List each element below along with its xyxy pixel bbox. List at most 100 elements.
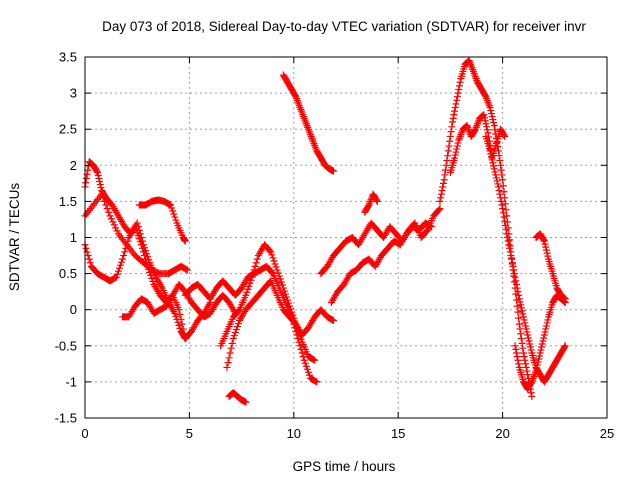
- data-point: [437, 194, 445, 202]
- data-point: [311, 356, 319, 364]
- data-point: [501, 217, 509, 225]
- data-point: [455, 82, 463, 90]
- data-point: [491, 126, 499, 134]
- series-track-16: [482, 132, 569, 386]
- data-point: [249, 270, 257, 278]
- data-point: [481, 117, 489, 125]
- y-tick-label: 0.5: [59, 266, 77, 281]
- data-point: [445, 142, 453, 150]
- data-point: [522, 360, 530, 368]
- data-point: [242, 291, 250, 299]
- data-point: [539, 337, 547, 345]
- data-point: [520, 353, 528, 361]
- data-point: [176, 324, 184, 332]
- data-point: [446, 132, 454, 140]
- data-point: [453, 96, 461, 104]
- y-tick-label: 2: [70, 158, 77, 173]
- data-point: [497, 194, 505, 202]
- marks-layer: [81, 57, 569, 406]
- data-point: [454, 89, 462, 97]
- data-point: [176, 311, 184, 319]
- data-point: [486, 104, 494, 112]
- data-point: [435, 206, 443, 214]
- data-point: [540, 236, 548, 244]
- data-point: [133, 219, 141, 227]
- data-point: [490, 162, 498, 170]
- data-point: [112, 224, 120, 232]
- data-point: [540, 237, 548, 245]
- data-point: [245, 282, 253, 290]
- data-point: [225, 354, 233, 362]
- data-point: [538, 343, 546, 351]
- data-point: [223, 363, 231, 371]
- data-point: [86, 259, 94, 267]
- data-point: [500, 188, 508, 196]
- data-point: [482, 120, 490, 128]
- data-point: [111, 274, 119, 282]
- data-point: [527, 379, 535, 387]
- data-point: [100, 197, 108, 205]
- data-point: [443, 156, 451, 164]
- data-point: [451, 107, 459, 115]
- data-point: [85, 255, 93, 263]
- data-point: [442, 161, 450, 169]
- data-point: [517, 330, 525, 338]
- data-point: [93, 167, 101, 175]
- x-tick-label: 15: [391, 426, 405, 441]
- data-point: [268, 268, 276, 276]
- data-point: [456, 78, 464, 86]
- data-point: [328, 316, 336, 324]
- data-point: [498, 201, 506, 209]
- data-point: [296, 342, 304, 350]
- data-point: [513, 284, 521, 292]
- data-point: [512, 345, 520, 353]
- data-point: [489, 116, 497, 124]
- data-point: [499, 182, 507, 190]
- data-point: [499, 209, 507, 217]
- data-point: [301, 359, 309, 367]
- data-point: [512, 277, 520, 285]
- data-point: [514, 288, 522, 296]
- data-point: [448, 123, 456, 131]
- data-point: [364, 202, 372, 210]
- data-point: [107, 215, 115, 223]
- data-point: [533, 361, 541, 369]
- data-point: [451, 154, 459, 162]
- data-point: [273, 266, 281, 274]
- data-point: [543, 319, 551, 327]
- data-point: [252, 259, 260, 267]
- series-track-4: [135, 196, 189, 245]
- data-point: [139, 248, 147, 256]
- data-point: [561, 343, 569, 351]
- data-point: [94, 172, 102, 180]
- data-point: [524, 371, 532, 379]
- data-point: [494, 180, 502, 188]
- data-point: [231, 329, 239, 337]
- data-point: [481, 92, 489, 100]
- data-point: [540, 334, 548, 342]
- data-point: [149, 277, 157, 285]
- data-point: [517, 301, 525, 309]
- data-point: [542, 322, 550, 330]
- data-point: [519, 344, 527, 352]
- data-point: [502, 226, 510, 234]
- data-point: [82, 175, 90, 183]
- y-tick-label: -1.5: [55, 411, 77, 426]
- data-point: [172, 312, 180, 320]
- data-point: [133, 229, 141, 237]
- data-point: [285, 299, 293, 307]
- series-track-13: [361, 190, 381, 216]
- data-point: [526, 340, 534, 348]
- data-point: [516, 325, 524, 333]
- data-point: [487, 107, 495, 115]
- data-point: [521, 319, 529, 327]
- data-point: [447, 128, 455, 136]
- data-point: [542, 325, 550, 333]
- data-point: [504, 237, 512, 245]
- data-point: [514, 356, 522, 364]
- data-point: [486, 147, 494, 155]
- data-point: [522, 325, 530, 333]
- data-point: [453, 145, 461, 153]
- data-point: [532, 367, 540, 375]
